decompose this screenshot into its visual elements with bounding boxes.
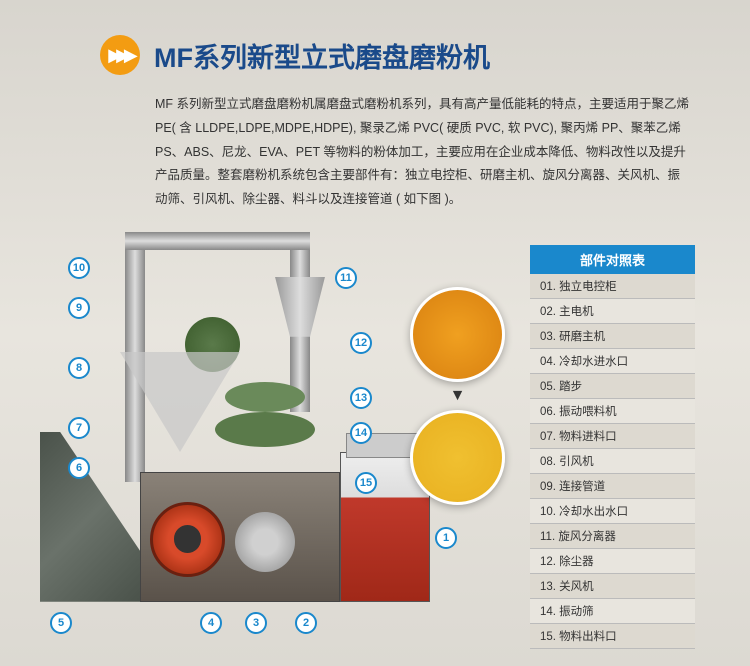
parts-row: 04. 冷却水进水口 <box>530 349 695 374</box>
label-10: 10 <box>68 257 90 279</box>
sample-granules <box>410 287 505 382</box>
parts-row: 05. 踏步 <box>530 374 695 399</box>
label-5: 5 <box>50 612 72 634</box>
label-9: 9 <box>68 297 90 319</box>
parts-row: 07. 物料进料口 <box>530 424 695 449</box>
arrow-icon: ▶▶▶ <box>100 35 140 75</box>
parts-table: 部件对照表 01. 独立电控柜 02. 主电机 03. 研磨主机 04. 冷却水… <box>530 245 695 649</box>
parts-row: 06. 振动喂料机 <box>530 399 695 424</box>
label-14: 14 <box>350 422 372 444</box>
label-4: 4 <box>200 612 222 634</box>
red-wheel <box>150 502 225 577</box>
label-1: 1 <box>435 527 457 549</box>
parts-row: 11. 旋风分离器 <box>530 524 695 549</box>
parts-row: 13. 关风机 <box>530 574 695 599</box>
label-15: 15 <box>355 472 377 494</box>
arrow-glyph: ▶▶▶ <box>108 45 132 66</box>
label-2: 2 <box>295 612 317 634</box>
parts-row: 08. 引风机 <box>530 449 695 474</box>
description-text: MF 系列新型立式磨盘磨粉机属磨盘式磨粉机系列，具有高产量低能耗的特点，主要适用… <box>0 75 750 212</box>
parts-row: 15. 物料出料口 <box>530 624 695 649</box>
parts-row: 02. 主电机 <box>530 299 695 324</box>
page-title: MF系列新型立式磨盘磨粉机 <box>154 36 490 75</box>
parts-table-header: 部件对照表 <box>530 245 695 274</box>
silver-wheel <box>235 512 295 572</box>
sieve-lower <box>215 412 315 447</box>
label-8: 8 <box>68 357 90 379</box>
material-samples: ▼ <box>410 287 505 515</box>
label-3: 3 <box>245 612 267 634</box>
parts-row: 14. 振动筛 <box>530 599 695 624</box>
parts-row: 03. 研磨主机 <box>530 324 695 349</box>
parts-row: 10. 冷却水出水口 <box>530 499 695 524</box>
label-11: 11 <box>335 267 357 289</box>
label-6: 6 <box>68 457 90 479</box>
label-7: 7 <box>68 417 90 439</box>
pipe-horizontal <box>125 232 310 250</box>
machine-diagram: 1 2 3 4 5 6 7 8 9 10 11 12 13 14 15 ▼ <box>20 232 450 632</box>
sieve-upper <box>225 382 305 412</box>
parts-row: 12. 除尘器 <box>530 549 695 574</box>
sample-powder <box>410 410 505 505</box>
label-12: 12 <box>350 332 372 354</box>
header: ▶▶▶ MF系列新型立式磨盘磨粉机 <box>0 0 750 75</box>
cyclone-separator <box>275 277 325 337</box>
label-13: 13 <box>350 387 372 409</box>
parts-row: 09. 连接管道 <box>530 474 695 499</box>
parts-row: 01. 独立电控柜 <box>530 274 695 299</box>
arrow-down-icon: ▼ <box>410 387 505 405</box>
